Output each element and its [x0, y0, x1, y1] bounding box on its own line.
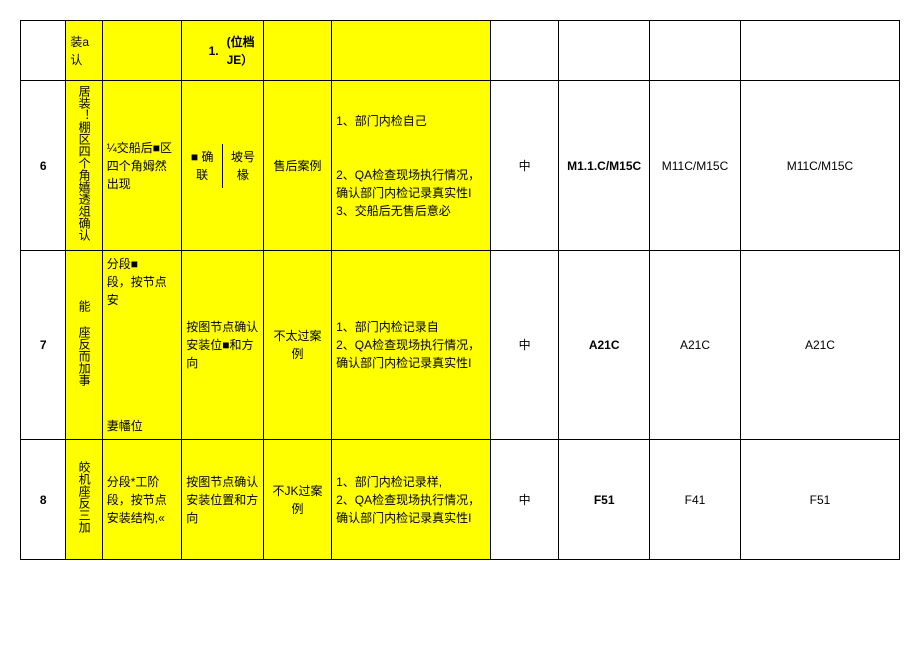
cell-text: A21C	[680, 338, 710, 352]
cell-text: F51	[594, 493, 615, 507]
cell-text: 按图节点确认安装位■和方向	[186, 320, 258, 370]
cell	[102, 21, 181, 81]
table-row: 7 能 座反而加事 分段■段，按节点安妻幡位 按图节点确认安装位■和方向 不太过…	[21, 251, 900, 440]
cell: M11C/M15C	[650, 81, 741, 251]
cell-text: 皎机座反三加	[75, 461, 93, 533]
cell-text: 中	[519, 338, 531, 352]
cell-text: 7	[40, 338, 47, 352]
cell	[650, 21, 741, 81]
table-row: 装a认 1. (位档JE）	[21, 21, 900, 81]
cell	[264, 21, 332, 81]
cell: 1、部门内检记录自2、QA检查现场执行情况，确认部门内检记录真实性I	[332, 251, 491, 440]
cell: F51	[559, 440, 650, 560]
cell: M11C/M15C	[740, 81, 899, 251]
cell-text: 1、部门内检记录样,2、QA检查现场执行情况，确认部门内检记录真实性I	[336, 475, 480, 525]
cell-text: 6	[40, 159, 47, 173]
cell: 分段*工阶段，按节点安装结构,«	[102, 440, 181, 560]
cell: 售后案例	[264, 81, 332, 251]
cell-text: 不太过案例	[274, 329, 322, 361]
cell: 按图节点确认安装位置和方向	[182, 440, 264, 560]
cell: A21C	[559, 251, 650, 440]
cell-text: 坡号椽	[223, 144, 263, 188]
cell: ■ 确联 坡号椽	[182, 81, 264, 251]
cell: 分段■段，按节点安妻幡位	[102, 251, 181, 440]
cell-text: 中	[519, 159, 531, 173]
cell: 6	[21, 81, 66, 251]
cell-text: 1、部门内检记录自2、QA检查现场执行情况，确认部门内检记录真实性I	[336, 320, 480, 370]
cell-text: A21C	[805, 338, 835, 352]
cell: 8	[21, 440, 66, 560]
cell: F41	[650, 440, 741, 560]
cell: 不JK过案例	[264, 440, 332, 560]
cell-text: 能 座反而加事	[75, 300, 93, 386]
cell: 1. (位档JE）	[182, 21, 264, 81]
table-row: 6 居装！棚区四个角嬉透俎确认 ¼交船后■区四个角姆然出现 ■ 确联 坡号椽 售…	[21, 81, 900, 251]
cell-text: M11C/M15C	[787, 159, 853, 173]
cell-text: M11C/M15C	[662, 159, 728, 173]
data-table: 装a认 1. (位档JE） 6 居装！棚区四个角嬉透俎确认 ¼交船后■区四个角姆…	[20, 20, 900, 560]
cell: 皎机座反三加	[66, 440, 102, 560]
cell: A21C	[650, 251, 741, 440]
cell	[740, 21, 899, 81]
cell-text: 1.	[184, 29, 222, 73]
cell	[491, 21, 559, 81]
cell	[332, 21, 491, 81]
cell-text: (位档JE）	[223, 29, 261, 73]
cell-text: 居装！棚区四个角嬉透俎确认	[75, 85, 93, 241]
cell-text: F41	[685, 493, 706, 507]
cell-text: 1、部门内检自己2、QA检查现场执行情况，确认部门内检记录真实性I3、交船后无售…	[336, 114, 480, 218]
cell: 不太过案例	[264, 251, 332, 440]
cell: 中	[491, 440, 559, 560]
cell: 能 座反而加事	[66, 251, 102, 440]
cell-text: 装a认	[70, 35, 89, 67]
cell: 中	[491, 81, 559, 251]
cell: 按图节点确认安装位■和方向	[182, 251, 264, 440]
cell-text: 售后案例	[274, 159, 322, 173]
cell: 装a认	[66, 21, 102, 81]
cell-text: 8	[40, 493, 47, 507]
cell: 中	[491, 251, 559, 440]
table-row: 8 皎机座反三加 分段*工阶段，按节点安装结构,« 按图节点确认安装位置和方向 …	[21, 440, 900, 560]
cell	[559, 21, 650, 81]
cell-text: 中	[519, 493, 531, 507]
cell: 1、部门内检记录样,2、QA检查现场执行情况，确认部门内检记录真实性I	[332, 440, 491, 560]
cell: 7	[21, 251, 66, 440]
cell-text: A21C	[589, 338, 620, 352]
cell-text: 分段■段，按节点安妻幡位	[107, 257, 167, 433]
cell: A21C	[740, 251, 899, 440]
cell: ¼交船后■区四个角姆然出现	[102, 81, 181, 251]
cell-text: F51	[810, 493, 831, 507]
cell-text: M1.1.C/M15C	[567, 159, 641, 173]
cell: 居装！棚区四个角嬉透俎确认	[66, 81, 102, 251]
cell: F51	[740, 440, 899, 560]
cell: M1.1.C/M15C	[559, 81, 650, 251]
cell-text: ¼交船后■区四个角姆然出现	[107, 141, 172, 191]
cell-text: 不JK过案例	[273, 484, 323, 516]
cell-text: 分段*工阶段，按节点安装结构,«	[107, 475, 167, 525]
cell: 1、部门内检自己2、QA检查现场执行情况，确认部门内检记录真实性I3、交船后无售…	[332, 81, 491, 251]
cell-text: ■ 确联	[182, 144, 222, 188]
cell	[21, 21, 66, 81]
cell-text: 按图节点确认安装位置和方向	[186, 475, 258, 525]
